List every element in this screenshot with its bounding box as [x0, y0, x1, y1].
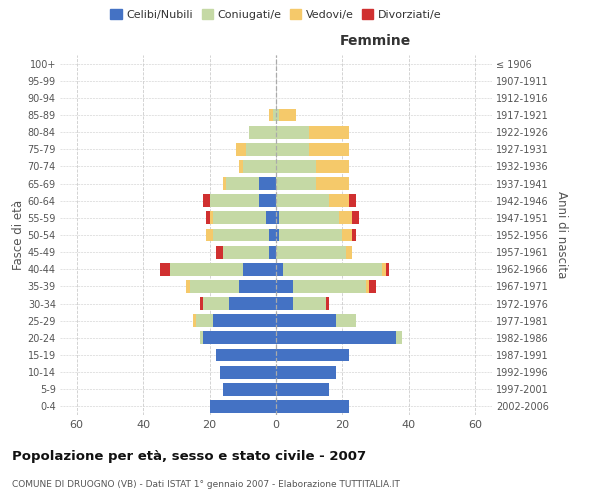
Bar [352, 212, 359, 224]
Bar [293, 297, 326, 310]
Bar [196, 314, 213, 327]
Bar [343, 228, 352, 241]
Bar [276, 400, 349, 413]
Bar [259, 194, 276, 207]
Bar [200, 332, 203, 344]
Text: Popolazione per età, sesso e stato civile - 2007: Popolazione per età, sesso e stato civil… [12, 450, 366, 463]
Bar [326, 297, 329, 310]
Bar [223, 177, 226, 190]
Bar [395, 332, 402, 344]
Bar [276, 228, 280, 241]
Text: Femmine: Femmine [340, 34, 411, 48]
Bar [352, 228, 356, 241]
Bar [239, 280, 276, 293]
Bar [170, 263, 243, 276]
Bar [276, 126, 309, 138]
Bar [213, 314, 276, 327]
Bar [336, 314, 356, 327]
Bar [276, 263, 283, 276]
Bar [243, 263, 276, 276]
Bar [283, 263, 382, 276]
Bar [276, 246, 346, 258]
Bar [216, 348, 276, 362]
Bar [236, 143, 246, 156]
Bar [276, 314, 336, 327]
Bar [276, 143, 309, 156]
Bar [266, 212, 276, 224]
Bar [276, 212, 280, 224]
Bar [200, 297, 203, 310]
Bar [386, 263, 389, 276]
Bar [246, 143, 276, 156]
Bar [293, 280, 366, 293]
Bar [280, 228, 343, 241]
Bar [309, 143, 349, 156]
Bar [276, 160, 316, 173]
Bar [209, 400, 276, 413]
Bar [329, 194, 349, 207]
Bar [269, 246, 276, 258]
Bar [276, 177, 316, 190]
Bar [203, 332, 276, 344]
Bar [193, 314, 196, 327]
Bar [276, 297, 293, 310]
Bar [250, 126, 276, 138]
Bar [276, 383, 329, 396]
Bar [269, 108, 272, 122]
Bar [259, 177, 276, 190]
Bar [276, 194, 329, 207]
Bar [276, 280, 293, 293]
Bar [206, 228, 213, 241]
Bar [276, 108, 280, 122]
Bar [213, 212, 266, 224]
Y-axis label: Fasce di età: Fasce di età [11, 200, 25, 270]
Bar [203, 297, 229, 310]
Bar [269, 228, 276, 241]
Bar [276, 348, 349, 362]
Bar [382, 263, 386, 276]
Y-axis label: Anni di nascita: Anni di nascita [556, 192, 568, 278]
Bar [276, 366, 336, 378]
Bar [209, 212, 213, 224]
Bar [339, 212, 352, 224]
Bar [316, 177, 349, 190]
Bar [190, 280, 239, 293]
Bar [186, 280, 190, 293]
Bar [243, 160, 276, 173]
Bar [369, 280, 376, 293]
Text: COMUNE DI DRUOGNO (VB) - Dati ISTAT 1° gennaio 2007 - Elaborazione TUTTITALIA.IT: COMUNE DI DRUOGNO (VB) - Dati ISTAT 1° g… [12, 480, 400, 489]
Bar [160, 263, 170, 276]
Bar [280, 212, 339, 224]
Bar [309, 126, 349, 138]
Bar [366, 280, 369, 293]
Bar [316, 160, 349, 173]
Bar [216, 246, 223, 258]
Bar [229, 297, 276, 310]
Bar [220, 366, 276, 378]
Bar [203, 194, 209, 207]
Legend: Celibi/Nubili, Coniugati/e, Vedovi/e, Divorziati/e: Celibi/Nubili, Coniugati/e, Vedovi/e, Di… [106, 4, 446, 24]
Bar [272, 108, 276, 122]
Bar [206, 212, 209, 224]
Bar [223, 383, 276, 396]
Bar [280, 108, 296, 122]
Bar [213, 228, 269, 241]
Bar [226, 177, 259, 190]
Bar [223, 246, 269, 258]
Bar [209, 194, 259, 207]
Bar [239, 160, 243, 173]
Bar [276, 332, 395, 344]
Bar [346, 246, 352, 258]
Bar [349, 194, 356, 207]
